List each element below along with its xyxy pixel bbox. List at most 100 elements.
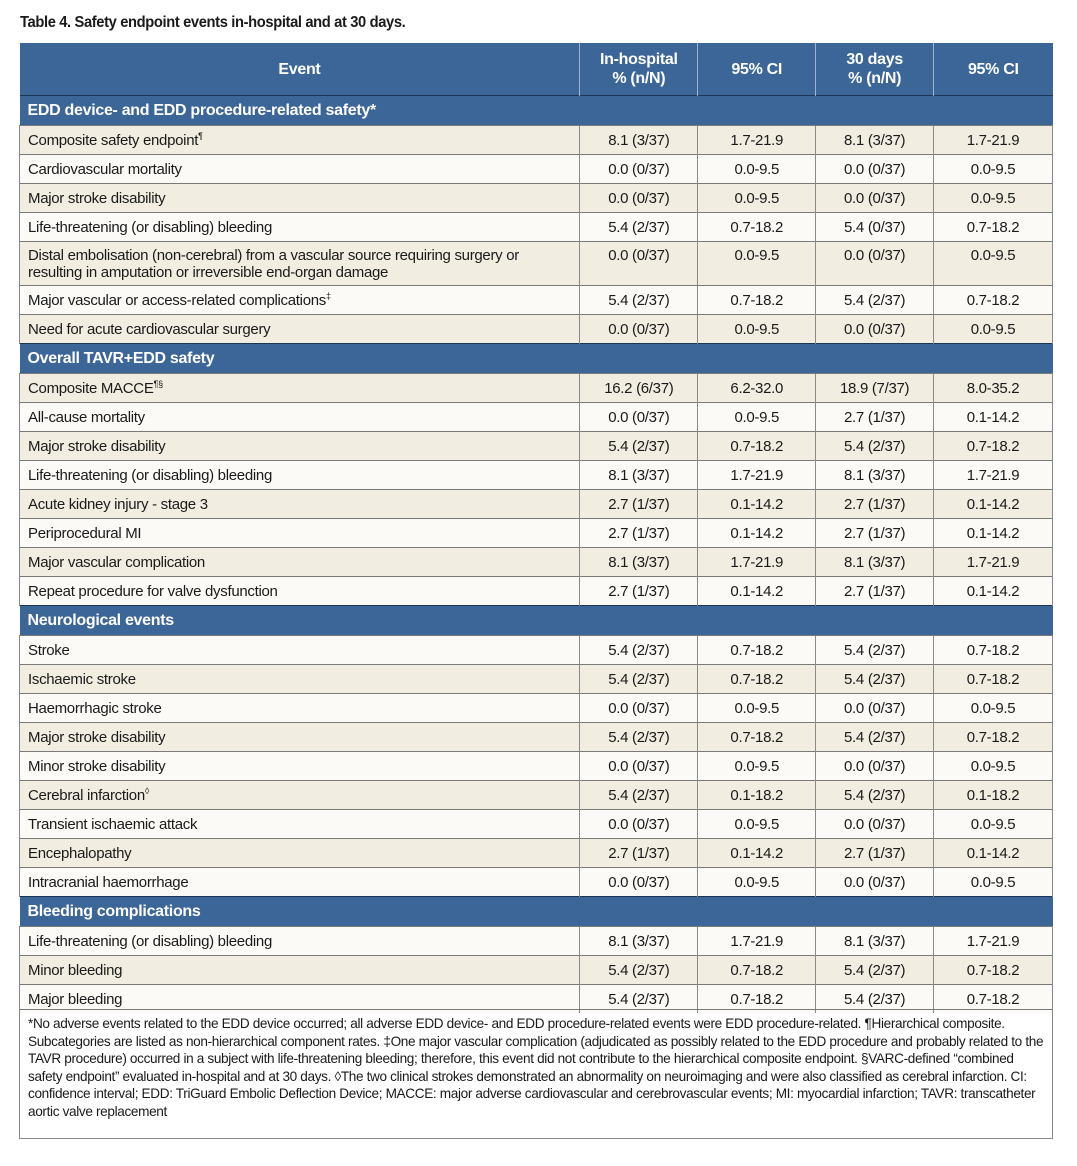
event-cell: Life-threatening (or disabling) bleeding (18, 212, 580, 242)
ci-in-hospital-cell: 0.0-9.5 (697, 154, 816, 184)
table-row: Acute kidney injury - stage 3 2.7 (1/37) 0… (18, 489, 1053, 519)
30-days-cell: 0.0 (0/37) (815, 241, 934, 286)
section-header: Neurological events (19, 605, 1053, 636)
header-event: Event (19, 43, 580, 96)
30-days-cell: 0.0 (0/37) (815, 183, 934, 213)
in-hospital-cell: 8.1 (3/37) (579, 460, 698, 490)
in-hospital-cell: 5.4 (2/37) (579, 664, 698, 694)
30-days-cell: 2.7 (1/37) (815, 838, 934, 868)
event-label: Major stroke disability (28, 728, 166, 746)
in-hospital-cell: 8.1 (3/37) (579, 547, 698, 577)
table-footnote: *No adverse events related to the EDD de… (19, 1009, 1053, 1139)
in-hospital-cell: 5.4 (2/37) (579, 212, 698, 242)
30-days-cell: 2.7 (1/37) (815, 576, 934, 606)
section-title: Bleeding complications (19, 896, 1053, 927)
event-label: Life-threatening (or disabling) bleeding (28, 932, 272, 950)
event-label: Distal embolisation (non-cerebral) from … (28, 247, 519, 281)
in-hospital-cell: 8.1 (3/37) (579, 926, 698, 956)
ci-in-hospital-cell: 0.0-9.5 (697, 751, 816, 781)
in-hospital-cell: 5.4 (2/37) (579, 431, 698, 461)
ci-in-hospital-cell: 1.7-21.9 (697, 460, 816, 490)
ci-in-hospital-cell: 0.0-9.5 (697, 314, 816, 344)
30-days-cell: 5.4 (2/37) (815, 984, 934, 1013)
ci-in-hospital-cell: 0.7-18.2 (697, 722, 816, 752)
table-row: Periprocedural MI 2.7 (1/37) 0.1-14.2 2.7 (… (18, 518, 1053, 548)
ci-30-days-cell: 0.7-18.2 (933, 431, 1053, 461)
ci-in-hospital-cell: 0.7-18.2 (697, 984, 816, 1013)
ci-30-days-cell: 8.0-35.2 (933, 373, 1053, 403)
ci-in-hospital-cell: 0.1-14.2 (697, 518, 816, 548)
table-row: Transient ischaemic attack 0.0 (0/37) 0.0-… (18, 809, 1053, 839)
in-hospital-cell: 2.7 (1/37) (579, 576, 698, 606)
ci-30-days-cell: 0.0-9.5 (933, 183, 1053, 213)
ci-30-days-cell: 0.0-9.5 (933, 693, 1053, 723)
event-label: Major vascular or access-related complic… (28, 291, 326, 309)
ci-30-days-cell: 0.1-14.2 (933, 838, 1053, 868)
ci-in-hospital-cell: 0.7-18.2 (697, 212, 816, 242)
ci-in-hospital-cell: 0.7-18.2 (697, 664, 816, 694)
table-row: Life-threatening (or disabling) bleeding… (18, 212, 1053, 242)
event-label: Cerebral infarction (28, 786, 145, 804)
ci-in-hospital-cell: 0.7-18.2 (697, 955, 816, 985)
event-cell: Transient ischaemic attack (18, 809, 580, 839)
ci-in-hospital-cell: 0.7-18.2 (697, 431, 816, 461)
in-hospital-cell: 5.4 (2/37) (579, 722, 698, 752)
safety-endpoint-table: Event In-hospital % (n/N) 95% CI 30 days… (18, 43, 1053, 1013)
30-days-cell: 5.4 (2/37) (815, 780, 934, 810)
in-hospital-cell: 0.0 (0/37) (579, 154, 698, 184)
header-in-hospital: In-hospital % (n/N) (579, 43, 698, 96)
30-days-cell: 5.4 (2/37) (815, 722, 934, 752)
ci-in-hospital-cell: 0.0-9.5 (697, 183, 816, 213)
event-cell: Life-threatening (or disabling) bleeding (18, 460, 580, 490)
event-cell: Major bleeding (18, 984, 580, 1013)
event-label: Life-threatening (or disabling) bleeding (28, 218, 272, 236)
event-cell: Composite safety endpoint¶ (18, 125, 580, 155)
table-title: Table 4. Safety endpoint events in-hospi… (20, 14, 406, 31)
30-days-cell: 5.4 (2/37) (815, 285, 934, 315)
table-row: Major stroke disability 5.4 (2/37) 0.7-18.… (18, 722, 1053, 752)
table-row: Cardiovascular mortality 0.0 (0/37) 0.0-9.… (18, 154, 1053, 184)
30-days-cell: 0.0 (0/37) (815, 314, 934, 344)
table-row: Repeat procedure for valve dysfunction 2.… (18, 576, 1053, 606)
event-label: Cardiovascular mortality (28, 160, 182, 178)
30-days-cell: 2.7 (1/37) (815, 518, 934, 548)
event-label: Need for acute cardiovascular surgery (28, 320, 271, 338)
event-cell: Distal embolisation (non-cerebral) from … (18, 241, 580, 286)
ci-30-days-cell: 0.7-18.2 (933, 664, 1053, 694)
ci-in-hospital-cell: 0.1-14.2 (697, 838, 816, 868)
ci-in-hospital-cell: 1.7-21.9 (697, 926, 816, 956)
footnote-marker: ¶ (198, 130, 203, 141)
table-row: Distal embolisation (non-cerebral) from … (18, 241, 1053, 286)
event-label: Major stroke disability (28, 437, 166, 455)
30-days-cell: 0.0 (0/37) (815, 154, 934, 184)
table-row: Need for acute cardiovascular surgery 0.0… (18, 314, 1053, 344)
event-cell: Minor stroke disability (18, 751, 580, 781)
ci-30-days-cell: 0.1-14.2 (933, 402, 1053, 432)
30-days-cell: 8.1 (3/37) (815, 125, 934, 155)
event-cell: Major vascular complication (18, 547, 580, 577)
event-label: Transient ischaemic attack (28, 815, 198, 833)
ci-30-days-cell: 0.7-18.2 (933, 285, 1053, 315)
section-header: EDD device- and EDD procedure-related sa… (19, 95, 1053, 126)
table-row: Haemorrhagic stroke 0.0 (0/37) 0.0-9.5 0.0 … (18, 693, 1053, 723)
30-days-cell: 5.4 (2/37) (815, 635, 934, 665)
section-title: Neurological events (19, 605, 1053, 636)
table-row: Composite MACCE¶§ 16.2 (6/37) 6.2-32.0 18.9… (18, 373, 1053, 403)
in-hospital-cell: 2.7 (1/37) (579, 518, 698, 548)
in-hospital-cell: 0.0 (0/37) (579, 241, 698, 286)
event-cell: Major vascular or access-related complic… (18, 285, 580, 315)
event-cell: Cerebral infarction◊ (18, 780, 580, 810)
table-row: Major vascular complication 8.1 (3/37) 1.7… (18, 547, 1053, 577)
ci-30-days-cell: 0.0-9.5 (933, 809, 1053, 839)
table-row: All-cause mortality 0.0 (0/37) 0.0-9.5 2.7 … (18, 402, 1053, 432)
event-label: All-cause mortality (28, 408, 145, 426)
event-label: Encephalopathy (28, 844, 132, 862)
ci-in-hospital-cell: 6.2-32.0 (697, 373, 816, 403)
event-cell: Periprocedural MI (18, 518, 580, 548)
event-label: Haemorrhagic stroke (28, 699, 162, 717)
table-row: Major bleeding 5.4 (2/37) 0.7-18.2 5.4 (2/3… (18, 984, 1053, 1013)
table-row: Major stroke disability 0.0 (0/37) 0.0-9.5… (18, 183, 1053, 213)
table-row: Major vascular or access-related complic… (18, 285, 1053, 315)
30-days-cell: 0.0 (0/37) (815, 751, 934, 781)
ci-30-days-cell: 0.7-18.2 (933, 984, 1053, 1013)
